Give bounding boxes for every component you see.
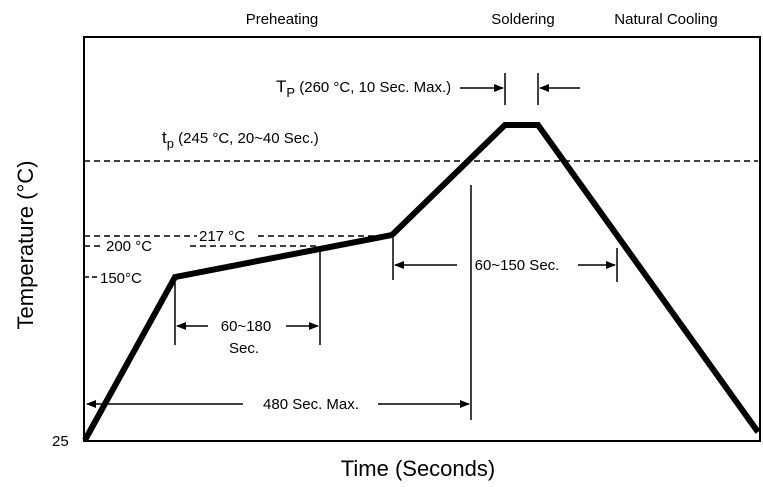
y-origin-label: 25 <box>52 433 69 450</box>
tp-peak-rest: (260 °C, 10 Sec. Max.) <box>295 79 451 96</box>
tp-245-main: t <box>162 128 167 147</box>
phase-preheating-label: Preheating <box>246 11 319 28</box>
d60-150-label: 60~150 Sec. <box>475 257 560 274</box>
d480-label: 480 Sec. Max. <box>263 396 359 413</box>
t150-label: 150°C <box>100 270 142 287</box>
y-axis-label: Temperature (°C) <box>13 161 38 330</box>
d60-180-label-line2: Sec. <box>229 340 259 357</box>
tp-245-rest: (245 °C, 20~40 Sec.) <box>174 130 319 147</box>
t217-label: 217 °C <box>199 228 245 245</box>
tp-245-label: tp (245 °C, 20~40 Sec.) <box>162 128 319 151</box>
temperature-profile-curve <box>82 122 761 442</box>
tp-245-sub: p <box>167 136 174 151</box>
d60-180-label-line1: 60~180 <box>221 318 271 335</box>
plot-frame <box>83 36 761 442</box>
tp-peak-main: T <box>276 77 286 96</box>
t200-label: 200 °C <box>106 238 152 255</box>
tp-peak-sub: P <box>286 85 295 100</box>
phase-soldering-label: Soldering <box>491 11 554 28</box>
tp-peak-label: TP (260 °C, 10 Sec. Max.) <box>276 77 451 100</box>
x-axis-label: Time (Seconds) <box>341 456 495 481</box>
phase-cooling-label: Natural Cooling <box>614 11 717 28</box>
